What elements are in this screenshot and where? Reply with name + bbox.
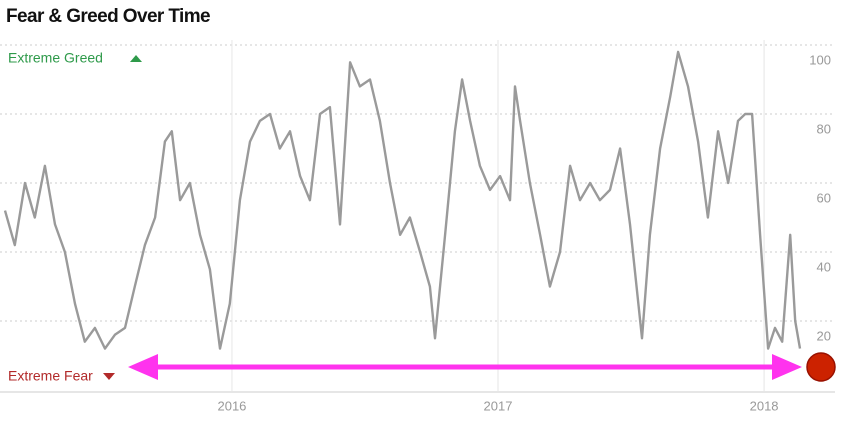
fear-label: Extreme Fear	[8, 368, 93, 384]
down-triangle	[103, 373, 115, 380]
x-tick-label: 2018	[750, 398, 779, 413]
up-triangle	[130, 55, 142, 62]
y-tick-label: 100	[809, 52, 831, 67]
y-tick-label: 40	[817, 259, 831, 274]
greed-label: Extreme Greed	[8, 50, 103, 66]
arrow-head	[128, 354, 158, 380]
chart-title: Fear & Greed Over Time	[6, 6, 210, 27]
arrow-head	[772, 354, 802, 380]
x-tick-label: 2016	[217, 398, 246, 413]
axes: 20 40 60 80 100 2016 2017 2018	[0, 40, 835, 413]
x-tick-label: 2017	[484, 398, 513, 413]
arrow	[128, 354, 802, 380]
y-tick-label: 80	[817, 121, 831, 136]
y-tick-label: 60	[817, 190, 831, 205]
series-line	[3, 50, 802, 350]
y-tick-label: 20	[817, 328, 831, 343]
marker-dot	[806, 352, 836, 382]
plot	[3, 50, 802, 350]
